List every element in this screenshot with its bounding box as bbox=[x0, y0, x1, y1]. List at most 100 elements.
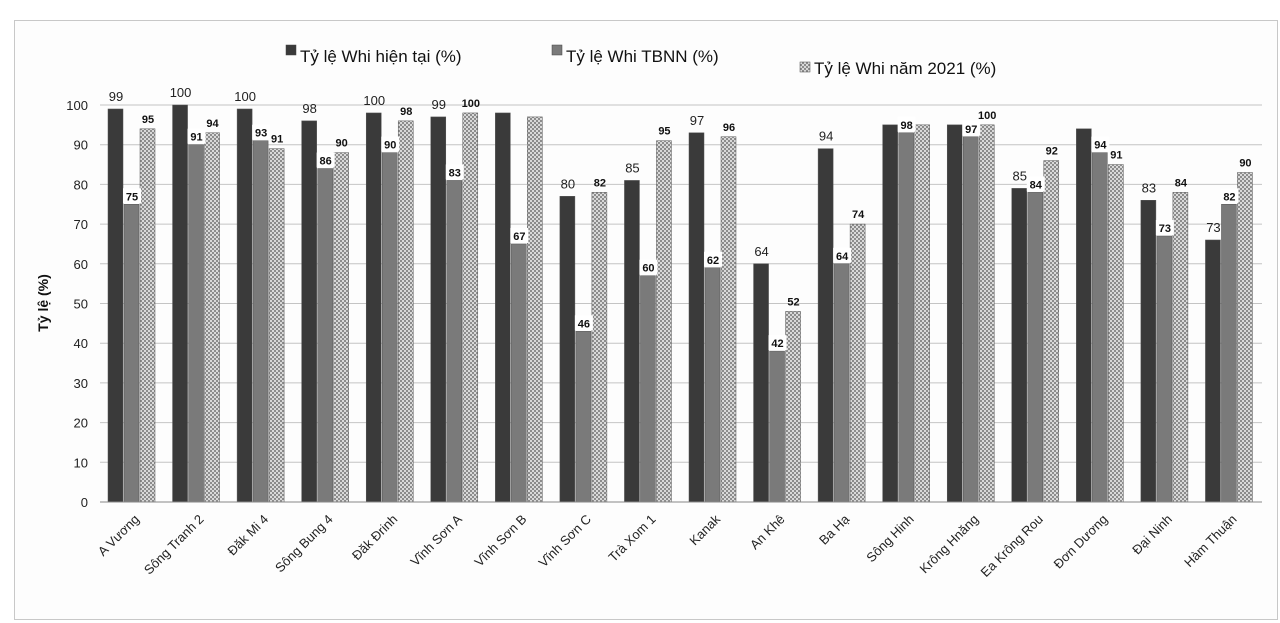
bar-tbnn bbox=[769, 350, 785, 503]
bar-current bbox=[365, 112, 382, 503]
data-label: 64 bbox=[754, 244, 768, 259]
data-label: 80 bbox=[561, 176, 575, 191]
legend-label: Tỷ lệ Whi TBNN (%) bbox=[566, 47, 719, 66]
bar-current bbox=[1076, 128, 1092, 503]
bar-y2021 bbox=[1237, 172, 1253, 503]
data-label: 91 bbox=[1110, 150, 1122, 162]
bar-current bbox=[624, 180, 640, 503]
label-bg bbox=[962, 120, 981, 136]
legend-label: Tỷ lệ Whi năm 2021 (%) bbox=[814, 59, 996, 78]
bar-tbnn bbox=[898, 132, 914, 503]
label-bg bbox=[252, 124, 271, 140]
bar-current bbox=[172, 104, 188, 503]
category-label: Vĩnh Sơn C bbox=[535, 512, 594, 571]
category-label: Ba Hạ bbox=[816, 511, 853, 548]
label-bg bbox=[574, 315, 593, 331]
bar-current bbox=[495, 112, 511, 503]
data-label: 82 bbox=[1223, 191, 1235, 203]
y-tick-label: 60 bbox=[74, 257, 88, 272]
bar-y2021 bbox=[204, 132, 220, 503]
data-label: 75 bbox=[126, 191, 138, 203]
y-axis: 0 10 20 30 40 50 60 70 80 90 100 bbox=[66, 98, 88, 510]
bar-current bbox=[107, 108, 124, 503]
data-label: 74 bbox=[852, 209, 865, 221]
y-axis-label: Tỷ lệ (%) bbox=[35, 274, 51, 332]
data-label: 90 bbox=[1239, 157, 1251, 169]
bar-y2021 bbox=[785, 311, 801, 503]
legend-swatch bbox=[285, 44, 297, 56]
category-label: Trà Xom 1 bbox=[605, 512, 658, 565]
category-label: Hàm Thuận bbox=[1181, 512, 1239, 570]
label-bg bbox=[381, 136, 400, 152]
bar-current bbox=[1011, 188, 1028, 503]
data-label: 100 bbox=[234, 89, 256, 104]
category-label: Đăk Mi 4 bbox=[224, 512, 271, 559]
data-label: 92 bbox=[1046, 146, 1058, 158]
bar-tbnn bbox=[252, 140, 269, 503]
bar-y2021 bbox=[333, 152, 349, 503]
bar-y2021 bbox=[914, 124, 930, 503]
bar-current bbox=[1205, 239, 1221, 503]
category-label: An Khê bbox=[747, 512, 788, 553]
bar-current bbox=[946, 124, 963, 503]
bar-y2021 bbox=[397, 120, 414, 503]
data-label: 99 bbox=[432, 97, 446, 112]
category-label: A Vương bbox=[95, 512, 142, 559]
y-tick-label: 30 bbox=[74, 376, 88, 391]
data-label: 73 bbox=[1206, 220, 1220, 235]
data-label: 91 bbox=[271, 134, 283, 146]
y-tick-label: 10 bbox=[74, 455, 88, 470]
label-bg bbox=[187, 128, 206, 144]
category-label: Sông Tranh 2 bbox=[141, 512, 207, 578]
label-bg bbox=[316, 152, 335, 168]
legend-swatch bbox=[551, 44, 563, 56]
data-label: 99 bbox=[109, 89, 123, 104]
bar-tbnn bbox=[188, 144, 204, 503]
data-label: 97 bbox=[690, 113, 704, 128]
bar-tbnn bbox=[833, 263, 850, 503]
data-label: 73 bbox=[1159, 223, 1171, 235]
bar-current bbox=[1140, 200, 1157, 503]
data-label: 97 bbox=[965, 124, 977, 136]
data-label: 100 bbox=[170, 85, 192, 100]
data-label: 84 bbox=[1175, 177, 1188, 189]
bar-tbnn bbox=[1092, 152, 1108, 503]
label-bg bbox=[833, 247, 852, 263]
bar-current bbox=[817, 148, 834, 503]
bar-tbnn bbox=[1027, 192, 1044, 503]
data-label: 100 bbox=[978, 110, 996, 122]
bar-y2021 bbox=[462, 112, 479, 503]
data-label: 62 bbox=[707, 255, 719, 267]
data-label: 52 bbox=[787, 296, 799, 308]
bar-tbnn bbox=[1156, 235, 1173, 503]
bar-tbnn bbox=[962, 136, 979, 503]
bar-current bbox=[753, 263, 769, 503]
bar-current bbox=[559, 196, 576, 503]
bar-y2021 bbox=[527, 116, 543, 503]
bar-current bbox=[688, 132, 705, 503]
y-tick-label: 0 bbox=[81, 495, 88, 510]
bar-tbnn bbox=[1221, 204, 1237, 503]
data-label: 93 bbox=[255, 128, 267, 140]
label-bg bbox=[1091, 136, 1110, 152]
bar-tbnn bbox=[575, 331, 592, 503]
y-tick-label: 80 bbox=[74, 177, 88, 192]
bar-y2021 bbox=[1043, 160, 1060, 503]
bar-current bbox=[301, 120, 317, 503]
y-tick-label: 70 bbox=[74, 217, 88, 232]
label-bg bbox=[897, 116, 916, 132]
data-label: 96 bbox=[723, 122, 735, 134]
data-label: 83 bbox=[1142, 180, 1156, 195]
bar-tbnn bbox=[381, 152, 398, 503]
bar-y2021 bbox=[720, 136, 737, 503]
bar-tbnn bbox=[640, 275, 656, 503]
bar-tbnn bbox=[511, 243, 527, 503]
label-bg bbox=[1220, 188, 1239, 204]
label-bg bbox=[445, 164, 464, 180]
bar-y2021 bbox=[268, 148, 285, 503]
bar-current bbox=[430, 116, 447, 503]
label-bg bbox=[768, 335, 787, 351]
bar-tbnn bbox=[123, 204, 140, 503]
